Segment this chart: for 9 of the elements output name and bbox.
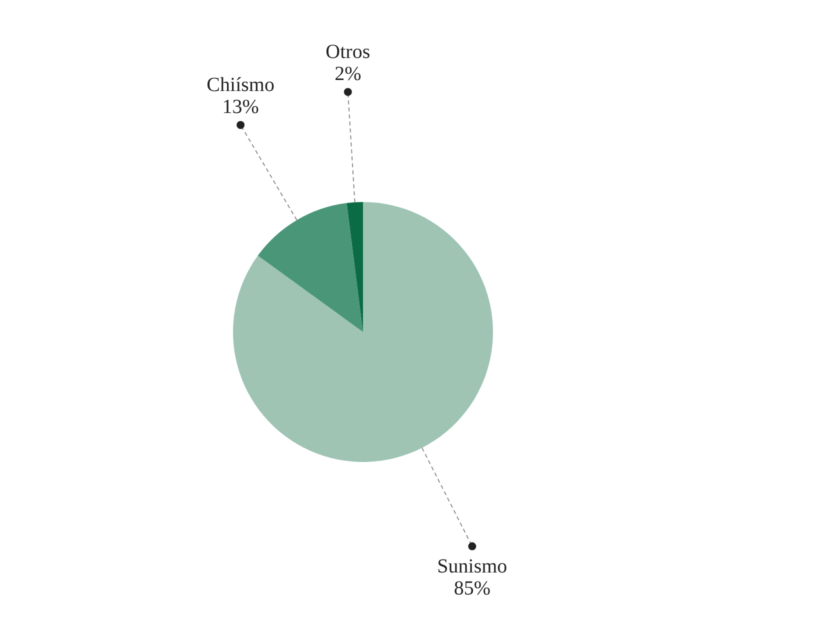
data-label: 85%	[454, 577, 491, 600]
data-label: 2%	[334, 62, 362, 85]
data-label: 13%	[222, 96, 259, 118]
pie-slice	[346, 202, 363, 332]
slice-label: Chiísmo	[206, 74, 274, 96]
pie-slice	[258, 203, 363, 332]
pie-slice	[233, 202, 493, 462]
slice-label: Otros	[326, 40, 370, 63]
slice-label: Sunismo	[437, 555, 508, 578]
